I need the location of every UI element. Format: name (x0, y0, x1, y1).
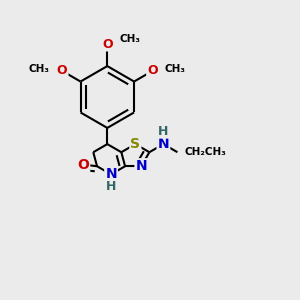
Text: H: H (158, 125, 169, 138)
Text: CH₃: CH₃ (29, 64, 50, 74)
Text: O: O (102, 38, 112, 50)
Text: N: N (105, 167, 117, 181)
Text: CH₂CH₃: CH₂CH₃ (185, 147, 227, 157)
Text: O: O (147, 64, 158, 77)
Text: N: N (158, 137, 169, 151)
Text: O: O (77, 158, 89, 172)
Text: O: O (57, 64, 68, 77)
Text: CH₃: CH₃ (165, 64, 186, 74)
Text: S: S (130, 137, 140, 151)
Text: H: H (106, 180, 116, 193)
Text: CH₃: CH₃ (120, 34, 141, 44)
Text: N: N (136, 159, 147, 173)
